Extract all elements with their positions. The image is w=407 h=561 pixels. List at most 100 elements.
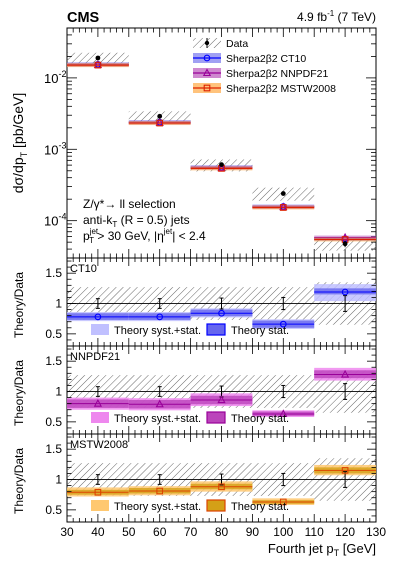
ratio-marker	[93, 398, 103, 407]
ratio-marker	[340, 369, 350, 378]
ratio-y-label: Theory/Data	[12, 360, 26, 426]
theory-marker	[279, 202, 288, 211]
y-tick-label: 10-4	[44, 212, 66, 229]
legend-syst-label: Theory syst.+stat.	[114, 325, 201, 337]
annotation-sup: jet	[89, 227, 99, 236]
legend-syst-label: Theory syst.+stat.	[114, 413, 201, 425]
annotation-sub: T	[112, 220, 117, 229]
ratio-y-tick-label: 1	[55, 385, 62, 399]
annotation-text: (R = 0.5) jets	[117, 213, 189, 227]
x-tick-label: 40	[91, 525, 105, 539]
x-tick-label: 130	[366, 525, 386, 539]
ratio-marker	[279, 409, 288, 418]
legend-syst-swatch	[91, 412, 109, 423]
ratio-y-tick-label: 1	[55, 297, 62, 311]
ratio-y-tick-label: 1	[55, 473, 62, 487]
ratio-marker	[341, 467, 349, 474]
legend-series-marker	[202, 68, 212, 77]
legend-syst-label: Theory syst.+stat.	[114, 501, 201, 513]
y-tick-exp: -2	[58, 69, 66, 79]
theory-marker	[94, 61, 102, 69]
theory-marker	[279, 204, 287, 211]
legend-syst-swatch	[91, 500, 109, 511]
ratio-marker	[279, 320, 287, 328]
ratio-panel-ct10: 0.5 1 1.5 CT10 Theory/Data Theory syst.+stat.…	[12, 257, 377, 347]
y-tick-base: 10	[44, 214, 58, 229]
x-tick-label: 110	[305, 525, 324, 539]
ratio-marker	[218, 483, 225, 491]
ratio-marker	[279, 498, 287, 506]
x-tick-label: 90	[246, 525, 260, 539]
ratio-marker	[217, 395, 226, 404]
theory-marker	[156, 119, 164, 127]
annotation-text: anti-k	[83, 213, 113, 227]
legend-stat-swatch	[206, 499, 226, 512]
ratio-marker	[94, 313, 102, 321]
ratio-y-tick-label: 1.5	[45, 354, 62, 368]
y-tick-exp: -4	[58, 212, 66, 222]
x-label-units: [GeV]	[339, 541, 376, 556]
annotation-sub: T	[89, 236, 94, 245]
legend-label: Sherpa2β2 MSTW2008	[226, 83, 336, 95]
data-point	[157, 113, 163, 119]
y-label-units: [pb/GeV]	[10, 93, 26, 152]
x-tick-label: 50	[122, 525, 136, 539]
lumi-exp: -1	[327, 9, 335, 18]
x-label-main: Fourth jet p	[268, 541, 334, 556]
y-label-main: dσ/dp	[10, 157, 26, 193]
lumi-value: 4.9 fb	[297, 10, 327, 24]
theory-marker	[217, 163, 226, 171]
annotation-text: | < 2.4	[172, 229, 206, 243]
data-point	[280, 191, 286, 196]
ratio-stat-band	[314, 288, 376, 295]
annotation-text: p	[83, 229, 90, 243]
legend-stat-label: Theory stat.	[231, 501, 289, 513]
x-tick-label: 100	[273, 525, 293, 539]
ratio-y-tick-label: 1.5	[45, 266, 62, 280]
legend-stat-swatch	[206, 411, 226, 424]
legend-series-marker	[203, 84, 211, 92]
ratio-marker	[94, 488, 102, 496]
ratio-y-tick-label: 0.5	[45, 327, 62, 341]
ratio-panel-label: MSTW2008	[70, 439, 128, 451]
data-point	[342, 241, 348, 247]
x-tick-label: 60	[153, 525, 167, 539]
ratio-y-label: Theory/Data	[12, 272, 26, 338]
data-point	[219, 162, 224, 168]
legend-label: Sherpa2β2 CT10	[226, 53, 306, 65]
data-point	[95, 55, 101, 61]
ratio-panel-label: CT10	[70, 263, 97, 275]
ratio-y-tick-label: 0.5	[45, 415, 62, 429]
legend-syst-swatch	[91, 324, 109, 335]
theory-marker	[155, 118, 164, 126]
ratio-panel-mstw2008: 0.5 1 1.5 MSTW2008 Theory/Data Theory syst.+s…	[12, 433, 386, 558]
y-tick-label: 10-2	[44, 69, 66, 86]
legend-stat-swatch	[206, 323, 226, 336]
ratio-y-tick-label: 0.5	[45, 503, 62, 517]
ratio-marker	[156, 313, 164, 321]
lumi-energy: (7 TeV)	[334, 10, 376, 24]
annotation-sup: jet	[163, 227, 173, 236]
experiment-label: CMS	[67, 10, 100, 26]
ratio-marker	[155, 399, 164, 408]
legend-series-marker	[203, 54, 211, 62]
luminosity-label: 4.9 fb-1 (7 TeV)	[297, 9, 376, 24]
annotation-cuts: pjet T > 30 GeV, |ηjet| < 2.4	[83, 227, 206, 245]
x-tick-label: 70	[184, 525, 198, 539]
annotation-algorithm: anti-kT (R = 0.5) jets	[83, 213, 190, 229]
ratio-panel-nnpdf21: 0.5 1 1.5 NNPDF21 Theory/Data Theory syst.+st…	[12, 345, 377, 435]
annotation-text: > 30 GeV, |η	[94, 229, 164, 243]
legend-label: Data	[226, 38, 248, 50]
y-tick-base: 10	[44, 142, 58, 157]
ratio-marker	[218, 309, 225, 317]
ratio-panel-label: NNPDF21	[70, 351, 120, 363]
annotation-selection: Z/γ*→ ll selection	[83, 197, 176, 211]
legend-stat-label: Theory stat.	[231, 325, 289, 337]
y-label-sub: T	[19, 151, 29, 157]
legend-label: Sherpa2β2 NNPDF21	[226, 68, 328, 80]
x-axis-label: Fourth jet pT [GeV]	[268, 541, 376, 558]
y-tick-base: 10	[44, 71, 58, 86]
legend-stat-label: Theory stat.	[231, 413, 289, 425]
ratio-marker	[156, 487, 164, 495]
